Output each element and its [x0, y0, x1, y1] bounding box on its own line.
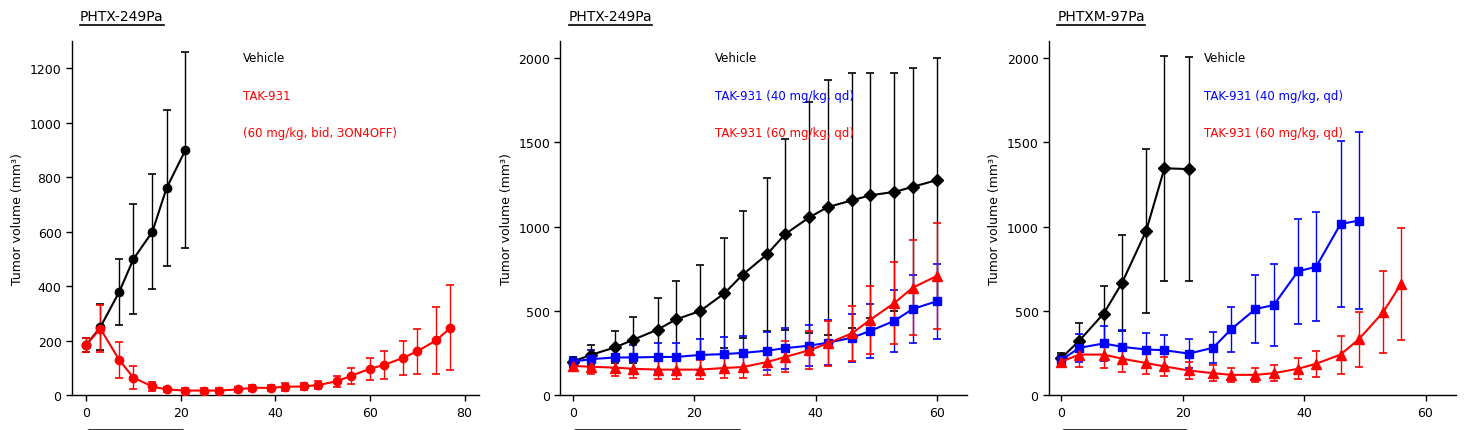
Text: TAK-931 (60 mg/kg, qd): TAK-931 (60 mg/kg, qd): [714, 126, 854, 139]
Y-axis label: Tumor volume (mm³): Tumor volume (mm³): [989, 153, 1000, 284]
Text: TAK-931 (40 mg/kg, qd): TAK-931 (40 mg/kg, qd): [1203, 89, 1342, 102]
Text: PHTXM-97Pa: PHTXM-97Pa: [1058, 10, 1144, 24]
Text: PHTX-249Pa: PHTX-249Pa: [569, 10, 653, 24]
Y-axis label: Tumor volume (mm³): Tumor volume (mm³): [12, 153, 23, 284]
Text: (60 mg/kg, bid, 3ON4OFF): (60 mg/kg, bid, 3ON4OFF): [244, 126, 398, 139]
Text: TAK-931 (60 mg/kg, qd): TAK-931 (60 mg/kg, qd): [1203, 126, 1342, 139]
Text: PHTX-249Pa: PHTX-249Pa: [81, 10, 164, 24]
Text: Vehicle: Vehicle: [714, 52, 757, 65]
Text: Vehicle: Vehicle: [1203, 52, 1245, 65]
Text: TAK-931: TAK-931: [244, 89, 290, 102]
Text: TAK-931 (40 mg/kg, qd): TAK-931 (40 mg/kg, qd): [714, 89, 854, 102]
Y-axis label: Tumor volume (mm³): Tumor volume (mm³): [500, 153, 512, 284]
Text: Vehicle: Vehicle: [244, 52, 285, 65]
